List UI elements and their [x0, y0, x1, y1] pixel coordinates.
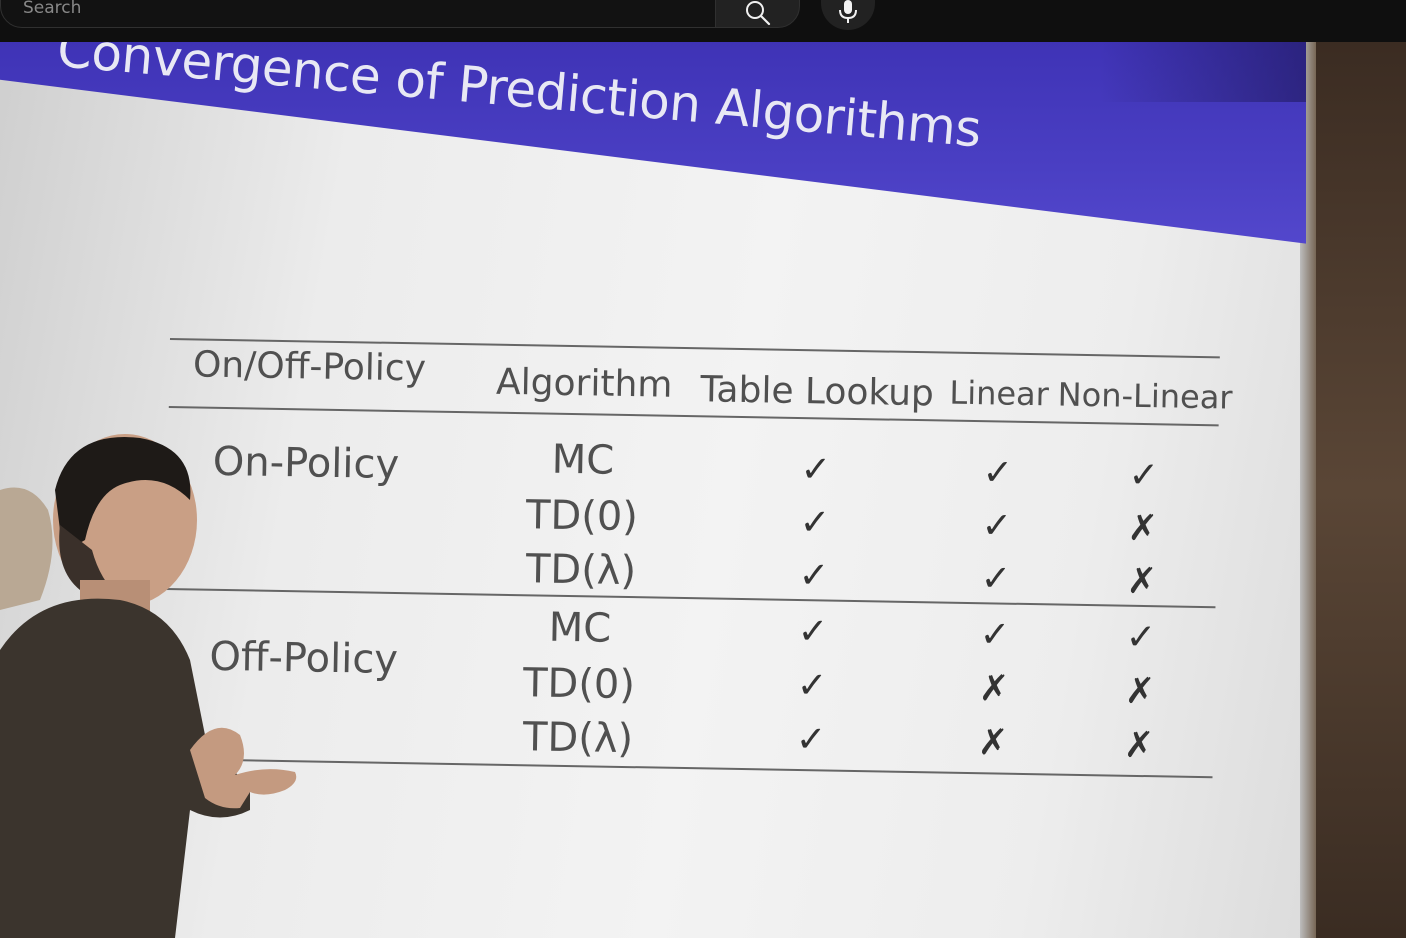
on-policy-mc-table-lookup: ✓ — [800, 449, 832, 491]
off-policy-td0-linear: ✗ — [978, 668, 1010, 710]
search-button[interactable] — [715, 0, 800, 28]
off-policy-td-lambda-table-lookup: ✓ — [795, 718, 827, 761]
header-on-off-policy: On/Off-Policy — [192, 344, 427, 390]
on-policy-algorithm-td-lambda: TD(λ) — [525, 546, 637, 595]
on-policy-mc-non-linear: ✓ — [1128, 454, 1160, 497]
voice-search-button[interactable] — [821, 0, 875, 30]
on-policy-td-lambda-non-linear: ✗ — [1126, 560, 1158, 603]
on-policy-td-lambda-table-lookup: ✓ — [798, 555, 830, 597]
header-non-linear: Non-Linear — [1057, 375, 1233, 417]
off-policy-algorithm-td-lambda: TD(λ) — [522, 714, 634, 763]
presenter — [0, 430, 320, 938]
title-band-shadow — [1100, 42, 1306, 102]
off-policy-algorithm-mc: MC — [548, 604, 612, 652]
on-policy-td0-linear: ✓ — [981, 505, 1013, 547]
top-bar — [0, 0, 1406, 42]
header-linear: Linear — [949, 373, 1050, 414]
on-policy-td0-table-lookup: ✓ — [799, 502, 831, 544]
header-table-lookup: Table Lookup — [700, 369, 935, 415]
search-input[interactable] — [21, 0, 705, 21]
off-policy-td0-table-lookup: ✓ — [796, 664, 828, 707]
off-policy-mc-non-linear: ✓ — [1125, 616, 1157, 659]
header-algorithm: Algorithm — [495, 361, 673, 406]
off-policy-td-lambda-non-linear: ✗ — [1123, 724, 1155, 767]
off-policy-mc-linear: ✓ — [979, 614, 1011, 656]
on-policy-algorithm-mc: MC — [551, 436, 615, 484]
off-policy-mc-table-lookup: ✓ — [797, 611, 829, 653]
on-policy-td0-non-linear: ✗ — [1127, 507, 1159, 550]
search-box[interactable] — [0, 0, 716, 28]
off-policy-td0-non-linear: ✗ — [1124, 670, 1156, 713]
on-policy-td-lambda-linear: ✓ — [980, 558, 1012, 600]
on-policy-mc-linear: ✓ — [982, 452, 1014, 494]
off-policy-algorithm-td0: TD(0) — [522, 660, 636, 709]
wall — [1316, 42, 1406, 938]
off-policy-td-lambda-linear: ✗ — [977, 722, 1009, 764]
screen-edge — [1300, 42, 1318, 938]
on-policy-algorithm-td0: TD(0) — [525, 492, 639, 541]
